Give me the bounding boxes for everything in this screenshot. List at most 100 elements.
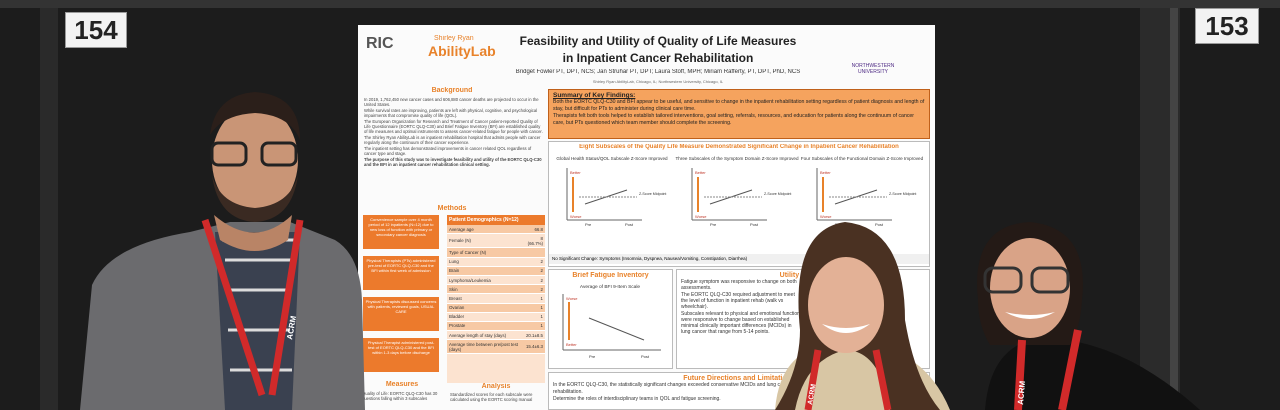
table-heading: Patient Demographics (N=12) xyxy=(447,215,545,225)
method-step: Physical Therapists (PTs) administered p… xyxy=(363,256,439,290)
table-cell xyxy=(522,247,545,258)
finding-bullet: Both the EORTC QLQ-C30 and BFI appear to… xyxy=(553,99,925,112)
axis-label: Better xyxy=(570,170,581,175)
table-cell: 15.4±6.3 xyxy=(522,339,545,355)
utility-bullet: Fatigue symptom was responsive to change… xyxy=(681,279,797,291)
table-cell: Lymphoma/Leukemia xyxy=(447,275,523,286)
section-heading: Eight Subscales of the Quality Life Meas… xyxy=(579,144,899,150)
chart-subtitle: Average of BFI 9-Item Scale xyxy=(580,284,640,290)
table-cell: Average length of stay (days) xyxy=(447,330,523,341)
axis-label: Z-Score Midpoint xyxy=(764,192,791,196)
utility-bullet: The EORTC QLQ-C30 required adjustment to… xyxy=(681,292,795,310)
title-line: in Inpatient Cancer Rehabilitation xyxy=(562,51,754,65)
method-step: Convenience sample over 4 month period o… xyxy=(363,215,439,249)
demographics-table: Average age 66.8 Female (N) 8 (66.7%) Type o… xyxy=(447,225,545,355)
background-bullet: In 2019, 1,762,450 new cancer cases and … xyxy=(364,97,539,107)
table-row: Lymphoma/Leukemia 2 xyxy=(447,275,545,286)
background-bullet: The inpatient setting has demonstrated i… xyxy=(364,146,532,156)
table-cell: 20.1±8.5 xyxy=(522,330,545,341)
table-cell: Female (N) xyxy=(447,233,523,249)
axis-label: Z-Score Midpoint xyxy=(639,192,666,196)
axis-label: Pre xyxy=(710,222,717,227)
key-findings: Summary of Key Findings: Both the EORTC … xyxy=(548,89,930,139)
analysis-text: Standardized scores for each subscale we… xyxy=(450,392,533,402)
section-heading: Utility Results xyxy=(779,272,827,279)
table-cell: 1 xyxy=(522,312,545,322)
section-heading: Analysis xyxy=(481,383,511,390)
axis-label: Better xyxy=(566,342,577,347)
table-cell: Type of Cancer (N) xyxy=(447,247,523,258)
method-step: Physical Therapists discussed concerns w… xyxy=(363,297,439,331)
board-number: 153 xyxy=(1195,8,1259,44)
logo: AbilityLab xyxy=(428,43,496,59)
future-bullet: Determine the roles of interdisciplinary… xyxy=(553,396,721,402)
panel-title: Three Subscales of the Symptom Domain Z-… xyxy=(675,156,799,161)
table-cell: 8 (66.7%) xyxy=(522,233,545,249)
table-row: Breast 1 xyxy=(447,293,545,304)
table-cell: Bladder xyxy=(447,312,523,322)
table-cell: 2 xyxy=(522,257,545,267)
axis-label: Worse xyxy=(570,214,582,219)
table-cell: 1 xyxy=(522,303,545,313)
axis-label: Z-Score Midpoint xyxy=(889,192,916,196)
table-cell: 1 xyxy=(522,321,545,332)
measures-text: Quality of Life: EORTC QLQ-C30 has 30 qu… xyxy=(362,391,438,401)
subscale-charts: Global Health Status/QOL Subscale Z-Scor… xyxy=(556,156,924,227)
table-row: Prostate 1 xyxy=(447,321,545,332)
table-cell: Prostate xyxy=(447,321,523,332)
bfi-chart: Average of BFI 9-Item Scale Worse Better Pr… xyxy=(562,284,661,359)
future-bullet: In the EORTC QLQ-C30, the statistically … xyxy=(553,382,898,395)
logo: RIC xyxy=(366,35,394,52)
table-cell: Average time between pre/post test (days… xyxy=(447,339,523,355)
utility-panel: Utility Results Fatigue symptom was resp… xyxy=(676,269,930,369)
table-row: Average time between pre/post test (days… xyxy=(447,339,545,355)
title-line: Feasibility and Utility of Quality of Li… xyxy=(519,34,797,48)
background-bullet: The Shirley Ryan AbilityLab is an inpati… xyxy=(364,135,541,145)
axis-label: Post xyxy=(750,222,759,227)
axis-label: Post xyxy=(625,222,634,227)
trend xyxy=(588,317,645,341)
table-cell: Lung xyxy=(447,257,523,267)
method-step: Physical Therapist administered post-tes… xyxy=(363,338,439,372)
axis-label: Pre xyxy=(589,354,596,359)
axis-label: Worse xyxy=(566,296,578,301)
background-bullet: While survival rates are improving, pati… xyxy=(364,108,538,118)
section-heading: Brief Fatigue Inventory xyxy=(572,272,649,279)
section-heading: Methods xyxy=(437,205,467,212)
axis-label: Better xyxy=(695,170,706,175)
table-cell: Average age xyxy=(447,225,523,235)
future-panel: Future Directions and Limitations In the… xyxy=(548,372,930,410)
bfi-panel: Brief Fatigue Inventory Average of BFI 9… xyxy=(548,269,673,369)
table-cell: Breast xyxy=(447,293,523,304)
purpose: The purpose of this study was to investi… xyxy=(364,157,542,167)
table-cell: 2 xyxy=(522,266,545,276)
background-text: In 2019, 1,762,450 new cancer cases and … xyxy=(364,97,544,209)
panel-title: Four Subscales of the Functional Domain … xyxy=(801,156,924,161)
axis-label: Pre xyxy=(585,222,592,227)
panel-title: Global Health Status/QOL Subscale Z-Scor… xyxy=(556,156,668,161)
table-cell: 1 xyxy=(522,293,545,304)
axis-label: Worse xyxy=(695,214,707,219)
section-heading: Measures xyxy=(385,381,419,388)
logo: NORTHWESTERN UNIVERSITY xyxy=(851,63,895,75)
table-row: Skin 2 xyxy=(447,284,545,295)
key-findings-heading: Summary of Key Findings: xyxy=(553,92,636,99)
methods-flow: Convenience sample over 4 month period o… xyxy=(363,215,439,380)
table-row: Type of Cancer (N) xyxy=(447,247,545,258)
poster: RIC Shirley Ryan AbilityLab NORTHWESTERN… xyxy=(358,25,935,410)
table-row: Bladder 1 xyxy=(447,312,545,322)
table-row: Average age 66.8 xyxy=(447,225,545,235)
note: No Significant Change: Symptoms (Insomni… xyxy=(549,254,929,264)
affiliation: Shirley Ryan AbilityLab, Chicago, IL; No… xyxy=(592,79,724,84)
axis-label: Post xyxy=(875,222,884,227)
utility-bullet: Subscales relevant to physical and emoti… xyxy=(681,311,800,335)
axis-label: Worse xyxy=(820,214,832,219)
authors: Bridget Fowler PT, DPT, NCS; Jan Struhar… xyxy=(515,69,801,75)
table-cell: 66.8 xyxy=(522,225,545,235)
finding-bullet: Therapists felt both tools helped to est… xyxy=(553,113,915,126)
table-cell: 2 xyxy=(522,275,545,286)
table-row: Female (N) 8 (66.7%) xyxy=(447,233,545,249)
axis-label: Pre xyxy=(835,222,842,227)
table-row: Lung 2 xyxy=(447,257,545,267)
